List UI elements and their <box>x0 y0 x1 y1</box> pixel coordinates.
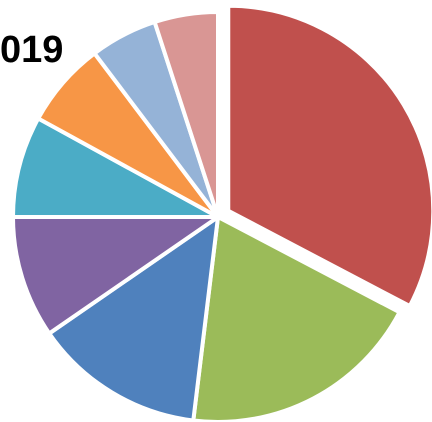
pie-slice-3 <box>46 212 221 422</box>
pie-slice-4 <box>10 215 225 337</box>
pie-slice-8 <box>152 9 220 218</box>
pie-slice-1 <box>226 3 432 309</box>
chart-title: 019 <box>0 29 64 71</box>
